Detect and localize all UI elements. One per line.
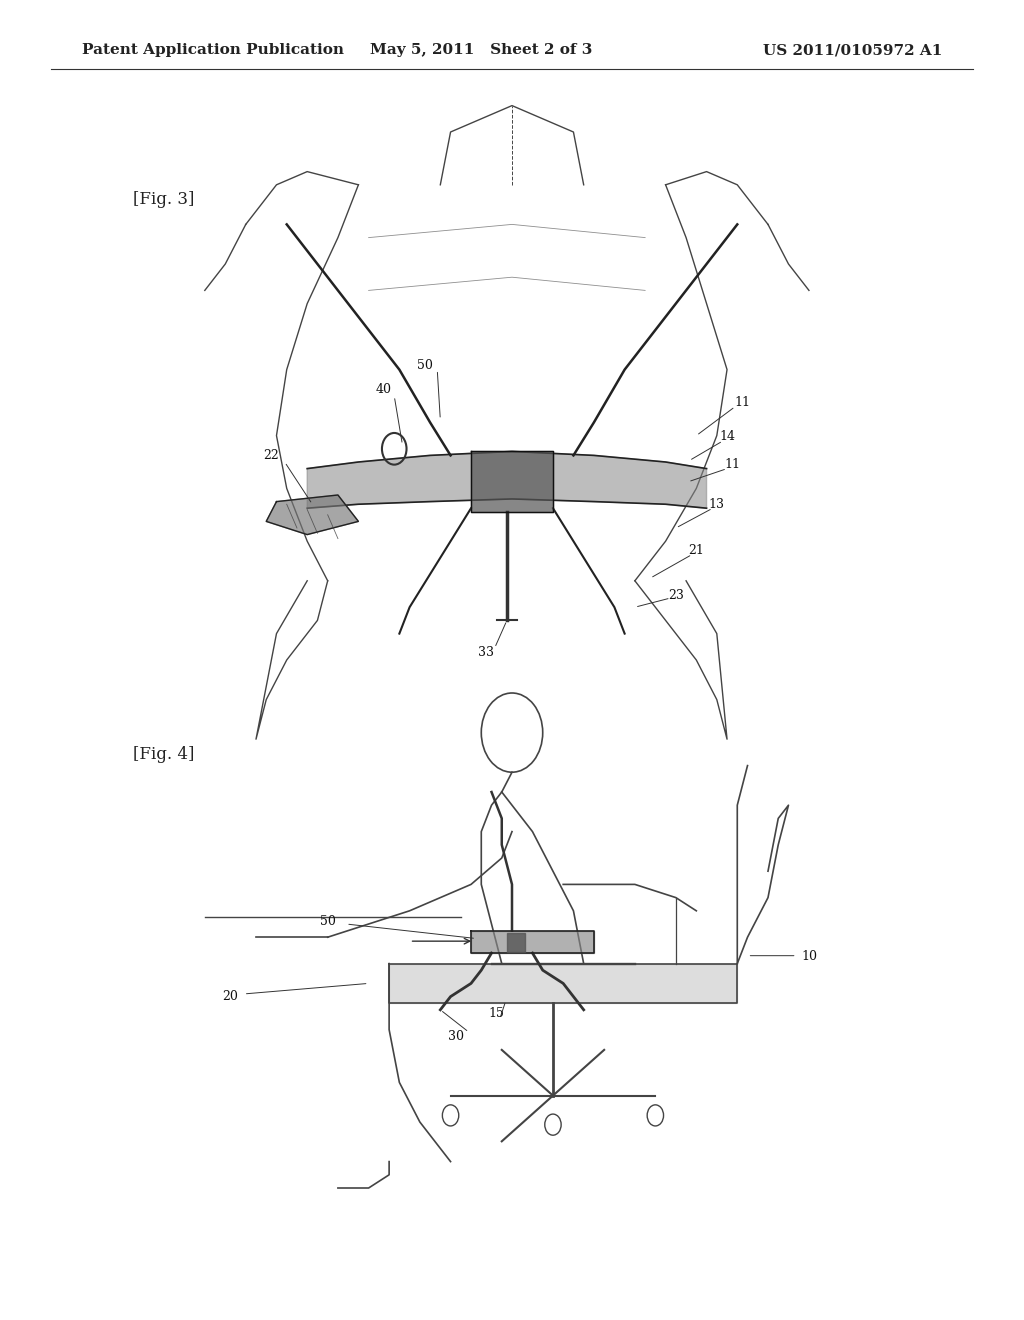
Text: US 2011/0105972 A1: US 2011/0105972 A1	[763, 44, 942, 57]
Text: [Fig. 3]: [Fig. 3]	[133, 191, 195, 209]
Text: 20: 20	[222, 990, 239, 1003]
Polygon shape	[471, 931, 594, 953]
Text: 14: 14	[719, 430, 735, 444]
Text: 40: 40	[376, 383, 392, 396]
Text: 15: 15	[488, 1007, 505, 1020]
Text: 22: 22	[263, 449, 280, 462]
Text: 30: 30	[447, 1030, 464, 1043]
Text: 21: 21	[688, 544, 705, 557]
Bar	[507, 933, 525, 952]
Polygon shape	[307, 451, 707, 508]
Text: 10: 10	[801, 950, 817, 964]
Text: 13: 13	[709, 498, 725, 511]
Polygon shape	[266, 495, 358, 535]
Text: May 5, 2011   Sheet 2 of 3: May 5, 2011 Sheet 2 of 3	[370, 44, 593, 57]
Text: 11: 11	[724, 458, 740, 471]
Text: 33: 33	[478, 645, 495, 659]
Text: 50: 50	[319, 915, 336, 928]
Polygon shape	[471, 451, 553, 512]
Text: 50: 50	[417, 359, 433, 372]
Polygon shape	[389, 964, 737, 1003]
Text: 23: 23	[668, 589, 684, 602]
Text: [Fig. 4]: [Fig. 4]	[133, 746, 195, 763]
Text: 11: 11	[734, 396, 751, 409]
Text: Patent Application Publication: Patent Application Publication	[82, 44, 344, 57]
